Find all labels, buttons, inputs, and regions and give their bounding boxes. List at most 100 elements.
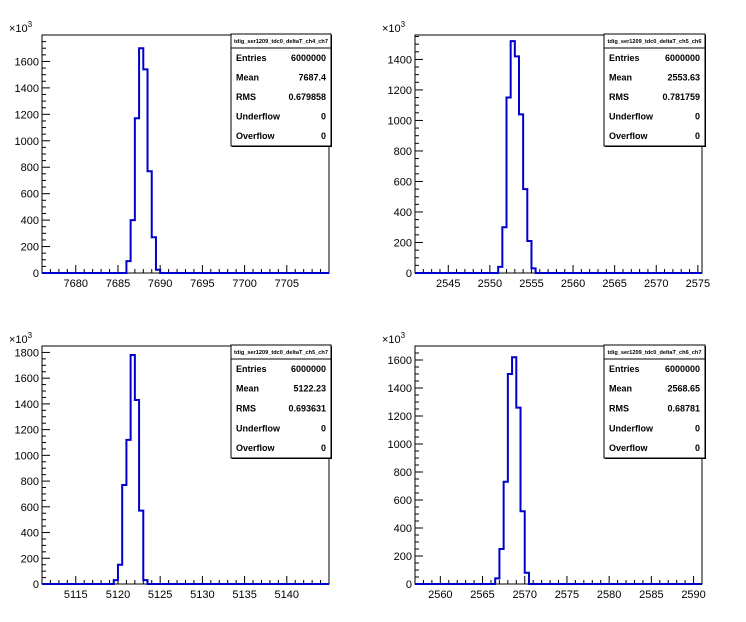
stats-row-value: 6000000 <box>291 53 326 63</box>
y-tick-label: 0 <box>406 579 412 591</box>
stats-row-value: 0 <box>321 112 326 122</box>
histogram-panel-2: 2545 2550 2555 2560 2565 2570 2575 0 200 400 600 80… <box>382 20 710 290</box>
x-tick-label: 5115 <box>64 589 88 601</box>
stats-row-value: 0 <box>321 131 326 141</box>
y-multiplier-base: ×10 <box>382 334 401 346</box>
histogram-panel-1: 7680 7685 7690 7695 7700 7705 0 200 400 600 800 100… <box>9 20 332 290</box>
stats-box-name: tdig_ser1209_tdc0_deltaT_ch5_ch6 <box>608 39 702 45</box>
stats-row-value: 0 <box>695 443 700 453</box>
histogram-outline <box>42 354 329 585</box>
y-tick-label: 1200 <box>15 425 39 437</box>
stats-box: tdig_ser1209_tdc0_deltaT_ch5_ch7 Entries 6… <box>230 344 332 459</box>
stats-row-label: Overflow <box>236 131 276 141</box>
y-tick-label: 400 <box>394 523 412 535</box>
stats-box-frame <box>603 33 706 147</box>
histogram-panel-3: 5115 5120 5125 5130 5135 5140 0 200 400 600 800 100… <box>9 331 332 601</box>
stats-row-value: 0.693631 <box>288 404 326 414</box>
stats-box-frame <box>230 344 332 459</box>
stats-row-value: 0.679858 <box>288 92 326 102</box>
y-tick-label: 600 <box>21 502 39 514</box>
x-tick-label: 2570 <box>512 589 536 601</box>
x-tick-label: 5130 <box>190 589 214 601</box>
x-tick-label: 2590 <box>681 589 705 601</box>
stats-row-label: Overflow <box>236 443 276 453</box>
x-tick-label: 2580 <box>597 589 621 601</box>
x-tick-label: 2560 <box>428 589 452 601</box>
y-tick-label: 1200 <box>388 411 412 423</box>
y-multiplier-base: ×10 <box>9 334 28 346</box>
y-tick-label: 1200 <box>388 85 412 97</box>
histogram-outline <box>415 40 702 274</box>
stats-box-name: tdig_ser1209_tdc0_deltaT_ch6_ch7 <box>608 350 702 356</box>
stats-row-value: 2568.65 <box>667 384 700 394</box>
y-tick-label: 1600 <box>15 373 39 385</box>
x-tick-label: 2570 <box>644 278 668 290</box>
stats-row-value: 7687.4 <box>298 72 326 82</box>
stats-box-frame <box>603 344 706 459</box>
y-multiplier-base: ×10 <box>9 23 28 35</box>
y-tick-label: 1000 <box>388 439 412 451</box>
y-multiplier-label: ×103 <box>382 20 406 35</box>
stats-box: tdig_ser1209_tdc0_deltaT_ch5_ch6 Entries 6… <box>603 33 706 147</box>
stats-row-label: Underflow <box>609 112 654 122</box>
y-multiplier-exponent: 3 <box>28 20 33 29</box>
stats-row-label: Entries <box>609 53 640 63</box>
y-tick-label: 1600 <box>15 56 39 68</box>
x-tick-label: 5125 <box>148 589 172 601</box>
stats-row-value: 2553.63 <box>667 72 700 82</box>
x-tick-label: 2545 <box>436 278 460 290</box>
y-tick-label: 1400 <box>388 383 412 395</box>
stats-box-name: tdig_ser1209_tdc0_deltaT_ch4_ch7 <box>234 39 328 45</box>
stats-row-label: Mean <box>609 72 632 82</box>
stats-row-label: Entries <box>236 53 267 63</box>
y-tick-label: 1000 <box>15 450 39 462</box>
stats-row-label: Underflow <box>236 112 281 122</box>
y-tick-label: 1400 <box>15 83 39 95</box>
y-tick-label: 800 <box>21 162 39 174</box>
y-tick-label: 400 <box>21 528 39 540</box>
stats-row-value: 0.68781 <box>667 404 700 414</box>
y-tick-label: 1600 <box>388 355 412 367</box>
histogram-outline <box>42 47 329 274</box>
stats-row-label: RMS <box>236 404 256 414</box>
y-tick-label: 0 <box>33 579 39 591</box>
x-tick-label: 7700 <box>232 278 256 290</box>
y-tick-label: 200 <box>394 237 412 249</box>
y-tick-label: 200 <box>394 551 412 563</box>
y-tick-label: 800 <box>394 146 412 158</box>
y-tick-label: 400 <box>394 207 412 219</box>
stats-row-value: 6000000 <box>291 364 326 374</box>
x-tick-label: 7690 <box>148 278 172 290</box>
x-tick-label: 5135 <box>232 589 256 601</box>
stats-row-value: 0.781759 <box>662 92 700 102</box>
x-tick-label: 2575 <box>686 278 710 290</box>
y-tick-label: 200 <box>21 242 39 254</box>
x-tick-label: 2565 <box>602 278 626 290</box>
y-tick-label: 600 <box>394 495 412 507</box>
stats-row-label: Underflow <box>236 423 281 433</box>
stats-box: tdig_ser1209_tdc0_deltaT_ch4_ch7 Entries 6… <box>230 33 332 147</box>
x-tick-label: 2565 <box>470 589 494 601</box>
x-tick-label: 7685 <box>106 278 130 290</box>
y-tick-label: 400 <box>21 215 39 227</box>
histogram-panel-4: 2560 2565 2570 2575 2580 2585 2590 0 200 400 600 80… <box>382 331 706 601</box>
y-multiplier-base: ×10 <box>382 23 401 35</box>
stats-row-label: Entries <box>236 364 267 374</box>
x-tick-label: 5140 <box>275 589 299 601</box>
y-multiplier-label: ×103 <box>9 20 33 35</box>
stats-row-label: RMS <box>609 92 629 102</box>
y-multiplier-label: ×103 <box>382 331 406 346</box>
y-multiplier-exponent: 3 <box>28 331 33 340</box>
y-tick-label: 600 <box>21 189 39 201</box>
stats-row-value: 0 <box>321 443 326 453</box>
x-tick-label: 7695 <box>190 278 214 290</box>
y-tick-label: 1800 <box>15 347 39 359</box>
y-tick-label: 800 <box>21 476 39 488</box>
y-tick-label: 1400 <box>15 399 39 411</box>
stats-row-value: 0 <box>321 423 326 433</box>
stats-row-label: Overflow <box>609 131 649 141</box>
y-tick-label: 0 <box>33 268 39 280</box>
y-multiplier-exponent: 3 <box>401 20 406 29</box>
x-tick-label: 5120 <box>106 589 130 601</box>
stats-box: tdig_ser1209_tdc0_deltaT_ch6_ch7 Entries 6… <box>603 344 706 459</box>
